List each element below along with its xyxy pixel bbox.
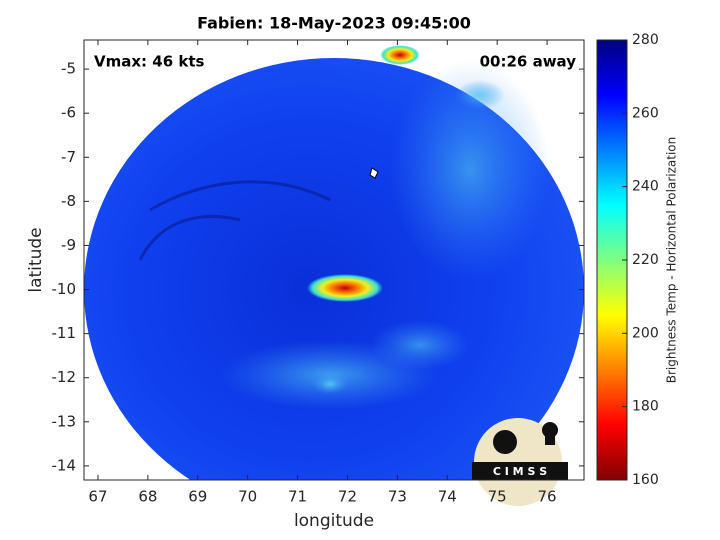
colorbar-tick-label: 240 — [632, 179, 659, 195]
y-tick-label: -12 — [52, 368, 77, 386]
x-tick-label: 68 — [138, 488, 157, 506]
x-axis-label: longitude — [294, 511, 374, 531]
x-tick-label: 73 — [388, 488, 407, 506]
x-tick-label: 70 — [238, 488, 257, 506]
y-tick-label: -13 — [52, 412, 77, 430]
y-tick-label: -11 — [52, 324, 77, 342]
colorbar-tick-label: 220 — [632, 252, 659, 268]
x-tick-label: 72 — [338, 488, 357, 506]
y-tick-label: -9 — [61, 236, 76, 254]
x-tick-label: 69 — [188, 488, 207, 506]
colorbar-tick-label: 200 — [632, 325, 659, 341]
annotation: 00:26 away — [480, 53, 577, 71]
logo-text: C I M S S — [493, 465, 547, 478]
colorbar-tick-label: 260 — [632, 105, 659, 121]
colorbar-label: Brightness Temp - Horizontal Polarizatio… — [665, 137, 679, 384]
colorbar-tick-label: 160 — [632, 472, 659, 488]
satellite-image — [84, 45, 584, 480]
x-tick-label: 74 — [438, 488, 457, 506]
y-tick-label: -8 — [61, 192, 76, 210]
y-tick-label: -7 — [61, 148, 76, 166]
y-tick-label: -14 — [52, 456, 77, 474]
x-tick-label: 75 — [488, 488, 507, 506]
annotation: Vmax: 46 kts — [94, 53, 204, 71]
y-axis-label: latitude — [26, 227, 46, 292]
y-tick-label: -5 — [61, 60, 76, 78]
x-tick-label: 67 — [88, 488, 107, 506]
x-tick-label: 76 — [538, 488, 557, 506]
y-tick-label: -6 — [61, 104, 76, 122]
cimss-logo: C I M S S — [472, 418, 568, 506]
colorbar-tick-label: 180 — [632, 399, 659, 415]
axes-box — [83, 39, 585, 481]
y-tick-label: -10 — [52, 280, 77, 298]
x-tick-label: 71 — [288, 488, 307, 506]
chart-title: Fabien: 18-May-2023 09:45:00 — [197, 14, 471, 33]
colorbar-tick-label: 280 — [632, 32, 659, 48]
